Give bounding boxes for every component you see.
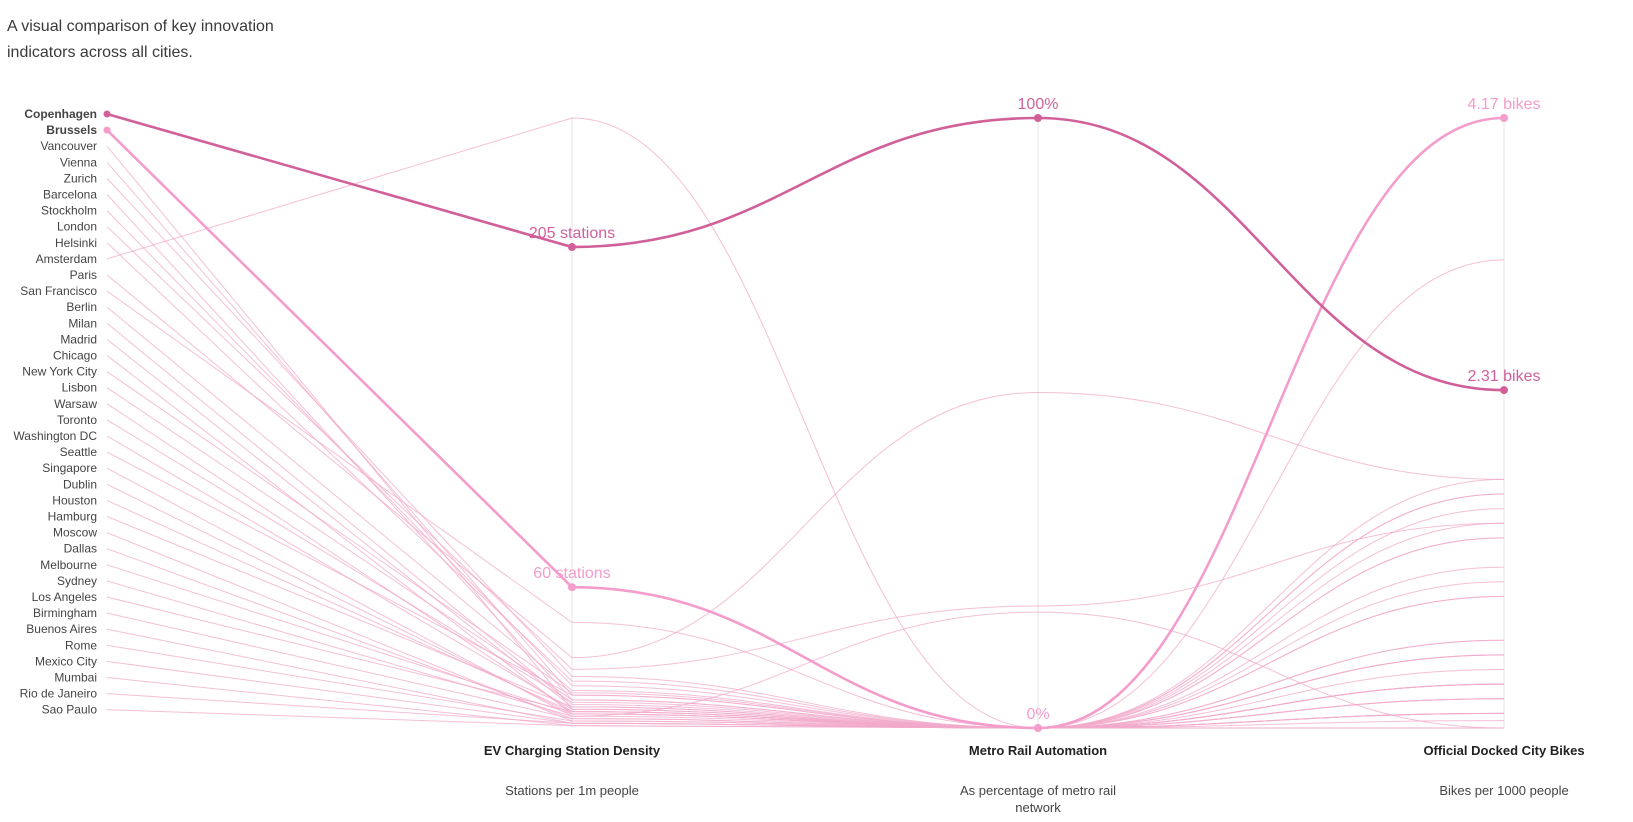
city-label-copenhagen[interactable]: Copenhagen: [24, 107, 97, 121]
city-label-buenos-aires[interactable]: Buenos Aires: [26, 622, 97, 636]
city-line-chicago[interactable]: [106, 355, 1505, 729]
value-label-brussels-ev-charging-station-density: 60 stations: [533, 565, 610, 582]
city-point-brussels-official-docked-city-bikes[interactable]: [1500, 114, 1508, 122]
city-label-san-francisco[interactable]: San Francisco: [20, 284, 97, 298]
city-label-seattle[interactable]: Seattle: [60, 445, 98, 459]
city-line-milan[interactable]: [106, 322, 1505, 729]
value-label-copenhagen-metro-rail-automation: 100%: [1018, 96, 1059, 113]
city-label-birmingham[interactable]: Birmingham: [33, 606, 97, 620]
city-label-warsaw[interactable]: Warsaw: [54, 397, 97, 411]
city-label-washington-dc[interactable]: Washington DC: [13, 429, 97, 443]
city-label-melbourne[interactable]: Melbourne: [40, 558, 97, 572]
city-label-moscow[interactable]: Moscow: [53, 526, 97, 540]
city-label-zurich[interactable]: Zurich: [64, 171, 97, 185]
city-line-rio-de-janeiro[interactable]: [106, 493, 1505, 729]
city-line-amsterdam[interactable]: [106, 117, 1504, 729]
city-line-lisbon[interactable]: [106, 387, 1505, 729]
city-label-london[interactable]: London: [57, 220, 97, 234]
axis-title-metro-rail-automation: Metro Rail Automation: [969, 743, 1107, 758]
city-label-new-york-city[interactable]: New York City: [22, 365, 97, 379]
city-label-vienna[interactable]: Vienna: [60, 155, 97, 169]
city-label-dallas[interactable]: Dallas: [64, 542, 97, 556]
axis-title-official-docked-city-bikes: Official Docked City Bikes: [1423, 743, 1584, 758]
city-label-mexico-city[interactable]: Mexico City: [35, 654, 97, 668]
city-line-helsinki[interactable]: [106, 242, 1505, 729]
city-label-singapore[interactable]: Singapore: [42, 461, 97, 475]
city-point-copenhagen-start: [103, 110, 111, 118]
city-label-vancouver[interactable]: Vancouver: [41, 139, 97, 153]
axis-subtitle-metro-rail-automation-line2: network: [1015, 800, 1061, 815]
city-label-brussels[interactable]: Brussels: [46, 123, 97, 137]
value-label-copenhagen-ev-charging-station-density: 205 stations: [529, 225, 615, 242]
city-line-paris[interactable]: [106, 274, 1505, 659]
city-label-lisbon[interactable]: Lisbon: [62, 381, 97, 395]
city-label-toronto[interactable]: Toronto: [57, 413, 97, 427]
city-point-copenhagen-metro-rail-automation[interactable]: [1034, 114, 1042, 122]
city-label-houston[interactable]: Houston: [52, 493, 97, 507]
city-label-los-angeles[interactable]: Los Angeles: [32, 590, 97, 604]
city-line-sydney[interactable]: [106, 580, 1505, 729]
city-label-milan[interactable]: Milan: [68, 316, 97, 330]
value-label-brussels-metro-rail-automation: 0%: [1026, 706, 1049, 723]
city-line-madrid[interactable]: [106, 339, 1505, 729]
city-label-berlin[interactable]: Berlin: [66, 300, 97, 314]
city-point-brussels-ev-charging-station-density[interactable]: [568, 583, 576, 592]
axis-subtitle-metro-rail-automation: As percentage of metro rail: [960, 783, 1116, 798]
city-line-barcelona[interactable]: [106, 194, 1505, 729]
city-line-buenos-aires[interactable]: [106, 508, 1505, 729]
city-label-helsinki[interactable]: Helsinki: [55, 236, 97, 250]
city-label-madrid[interactable]: Madrid: [60, 332, 97, 346]
city-label-rome[interactable]: Rome: [65, 638, 97, 652]
city-label-paris[interactable]: Paris: [70, 268, 97, 282]
city-line-london[interactable]: [106, 226, 1505, 670]
city-point-copenhagen-ev-charging-station-density[interactable]: [568, 243, 576, 252]
city-point-brussels-metro-rail-automation[interactable]: [1034, 724, 1042, 732]
city-line-san-francisco[interactable]: [106, 290, 1505, 729]
axis-subtitle-ev-charging-station-density: Stations per 1m people: [505, 783, 639, 798]
value-label-copenhagen-official-docked-city-bikes: 2.31 bikes: [1468, 368, 1541, 385]
city-label-stockholm[interactable]: Stockholm: [41, 204, 97, 218]
city-label-rio-de-janeiro[interactable]: Rio de Janeiro: [20, 687, 98, 701]
city-line-vienna[interactable]: [106, 161, 1505, 729]
city-line-zurich[interactable]: [106, 178, 1504, 729]
city-label-amsterdam[interactable]: Amsterdam: [36, 252, 97, 266]
city-label-mumbai[interactable]: Mumbai: [54, 671, 97, 685]
city-label-barcelona[interactable]: Barcelona: [43, 188, 97, 202]
city-label-sydney[interactable]: Sydney: [57, 574, 97, 588]
city-line-los-angeles[interactable]: [106, 596, 1505, 729]
city-line-dublin[interactable]: [106, 483, 1505, 729]
axis-title-ev-charging-station-density: EV Charging Station Density: [484, 743, 661, 758]
city-point-copenhagen-official-docked-city-bikes[interactable]: [1500, 386, 1508, 395]
city-point-brussels-start: [103, 126, 111, 134]
value-label-brussels-official-docked-city-bikes: 4.17 bikes: [1468, 96, 1541, 113]
city-line-vancouver[interactable]: [106, 145, 1505, 729]
city-line-singapore[interactable]: [106, 467, 1505, 729]
city-line-brussels[interactable]: [106, 116, 1505, 730]
city-label-sao-paulo[interactable]: Sao Paulo: [42, 703, 98, 717]
axis-subtitle-official-docked-city-bikes: Bikes per 1000 people: [1439, 783, 1568, 798]
city-label-dublin[interactable]: Dublin: [63, 477, 97, 491]
city-line-dallas[interactable]: [106, 548, 1505, 729]
city-line-copenhagen[interactable]: [106, 112, 1505, 392]
city-line-toronto[interactable]: [106, 419, 1505, 729]
city-label-hamburg[interactable]: Hamburg: [48, 510, 97, 524]
city-label-chicago[interactable]: Chicago: [53, 349, 97, 363]
chart-intro: A visual comparison of key innovation in…: [7, 18, 274, 61]
